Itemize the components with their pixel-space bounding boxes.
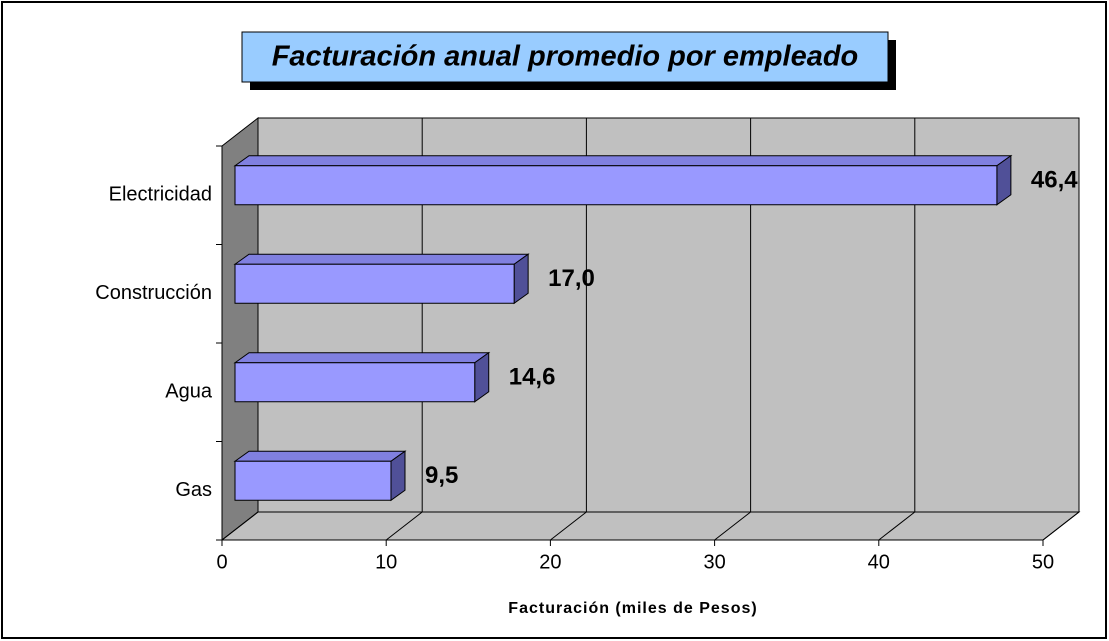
bar xyxy=(234,362,476,403)
x-tick-label: 10 xyxy=(375,551,397,573)
floor-grid-line xyxy=(221,511,259,541)
y-tick-label: Gas xyxy=(175,479,212,501)
floor-grid-line xyxy=(385,511,423,541)
value-label: 17,0 xyxy=(548,265,595,292)
value-label: 9,5 xyxy=(425,462,458,489)
bar-top xyxy=(233,155,1013,167)
value-label: 46,4 xyxy=(1031,167,1078,194)
bar xyxy=(234,165,998,206)
floor-grid-line xyxy=(714,511,751,541)
y-tick-label: Electricidad xyxy=(109,184,212,206)
bar xyxy=(234,263,515,304)
x-tick-label: 20 xyxy=(539,551,561,573)
floor-grid-line xyxy=(550,511,587,541)
bar-top xyxy=(233,450,407,462)
bar-top xyxy=(233,253,530,265)
y-tick-label: Agua xyxy=(165,381,213,403)
x-tick-label: 30 xyxy=(703,551,725,573)
bar xyxy=(234,460,392,501)
value-label: 14,6 xyxy=(509,364,556,391)
y-tick-label: Construcción xyxy=(95,282,212,304)
x-tick-label: 0 xyxy=(216,551,227,573)
title-box xyxy=(241,31,889,83)
x-tick-label: 50 xyxy=(1032,551,1054,573)
x-axis-title: Facturación (miles de Pesos) xyxy=(508,600,757,617)
floor-grid-line xyxy=(1042,511,1080,541)
x-tick-label: 40 xyxy=(868,551,890,573)
chart-title: Facturación anual promedio por empleado xyxy=(272,41,859,73)
bar-top xyxy=(233,352,491,364)
floor xyxy=(220,511,1081,541)
floor-grid-line xyxy=(878,511,916,541)
